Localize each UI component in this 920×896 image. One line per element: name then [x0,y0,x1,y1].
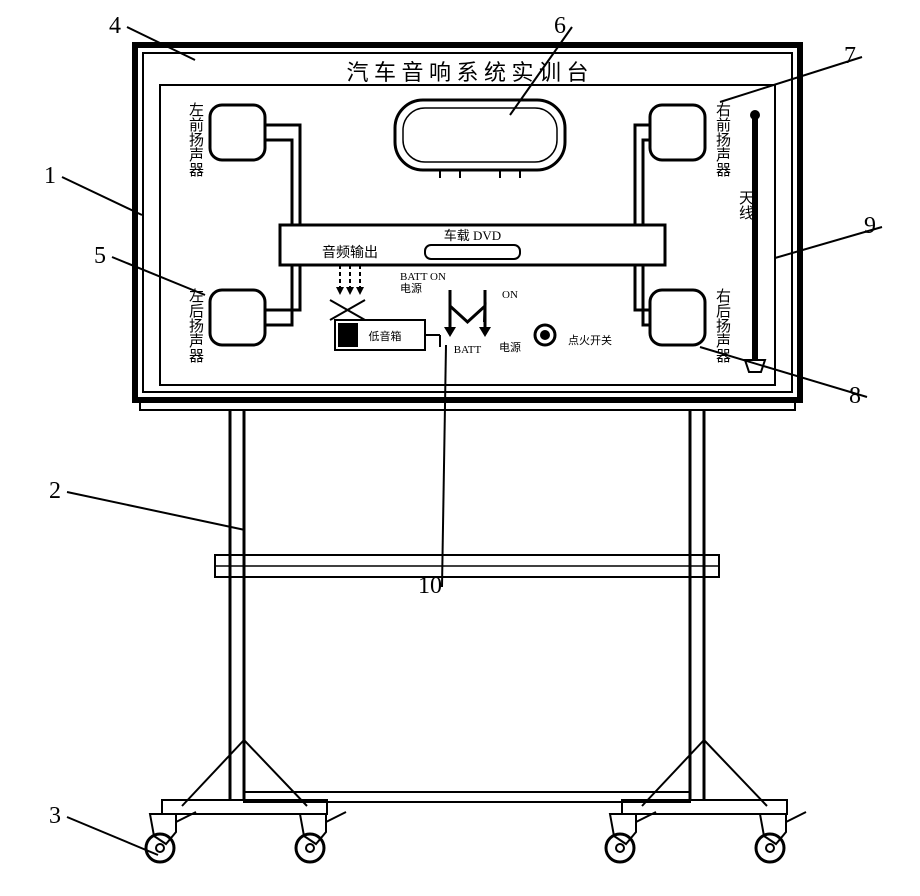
lr-label: 左后扬声器 [187,288,204,363]
callout-line-8 [700,347,867,397]
antenna-label: 天线 [737,190,754,220]
lr-speaker [210,290,265,345]
rf-label: 右前扬声器 [714,102,731,177]
lf-label: 左前扬声器 [187,102,204,177]
callout-9: 9 [864,213,876,239]
callout-line-5 [112,257,205,295]
svg-text:BATT: BATT [454,344,482,356]
lf-speaker [210,105,265,160]
callout-3: 3 [49,803,61,829]
callout-line-10 [442,345,446,587]
callout-6: 6 [554,13,566,39]
dvd-slot [425,245,520,259]
callout-8: 8 [849,383,861,409]
svg-text:ON: ON [430,271,446,283]
svg-text:ON: ON [502,289,518,301]
callout-7: 7 [844,43,856,69]
rf-speaker [650,105,705,160]
rr-speaker [650,290,705,345]
svg-text:电源: 电源 [400,281,422,295]
svg-text:电源: 电源 [499,340,521,354]
audio-out-label: 音频输出 [322,244,378,261]
callout-line-1 [62,177,142,215]
callout-line-2 [67,492,245,530]
callout-1: 1 [44,163,56,189]
ignition-label: 点火开关 [568,333,612,347]
batt-small: BATT [400,271,428,283]
callout-2: 2 [49,478,61,504]
callout-line-3 [67,817,158,855]
sub-label: 低音箱 [369,329,402,343]
display-unit [395,100,565,170]
title: 汽 车 音 响 系 统 实 训 台 [346,60,588,85]
callout-4: 4 [109,13,121,39]
callout-5: 5 [94,243,106,269]
dvd-label: 车载 DVD [444,228,501,243]
callout-10: 10 [418,573,442,599]
